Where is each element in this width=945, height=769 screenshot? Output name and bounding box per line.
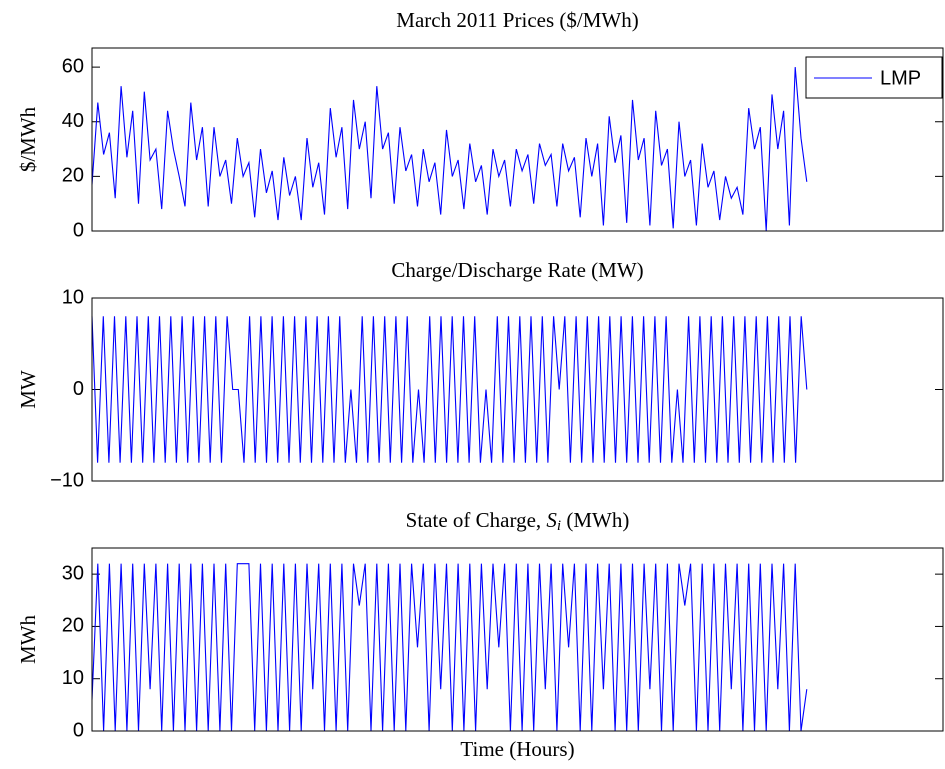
plot-frame	[91, 47, 944, 232]
y-tick-label: −10	[50, 469, 84, 491]
plot-frame	[91, 547, 944, 732]
data-line	[91, 67, 808, 232]
y-tick-label: 10	[62, 667, 84, 689]
x-axis-label: Time (Hours)	[460, 737, 574, 761]
y-axis-label: MW	[16, 370, 40, 409]
subplot-title: Charge/Discharge Rate (MW)	[391, 258, 643, 282]
y-axis-label: MWh	[16, 615, 40, 664]
legend-label: LMP	[880, 67, 921, 89]
y-tick-label: 0	[73, 719, 84, 741]
data-line	[91, 563, 808, 732]
y-tick-label: 30	[62, 562, 84, 584]
y-tick-label: 60	[62, 55, 84, 77]
data-line	[91, 316, 808, 463]
y-tick-label: 0	[73, 219, 84, 241]
y-axis-label: $/MWh	[16, 106, 40, 172]
subplot-title: State of Charge, Si (MWh)	[406, 508, 630, 535]
y-tick-label: 20	[62, 165, 84, 187]
plot-frame	[91, 297, 944, 482]
y-tick-label: 20	[62, 615, 84, 637]
y-tick-label: 10	[62, 286, 84, 308]
y-tick-label: 0	[73, 378, 84, 400]
y-tick-label: 40	[62, 110, 84, 132]
subplot-title: March 2011 Prices ($/MWh)	[396, 8, 638, 32]
